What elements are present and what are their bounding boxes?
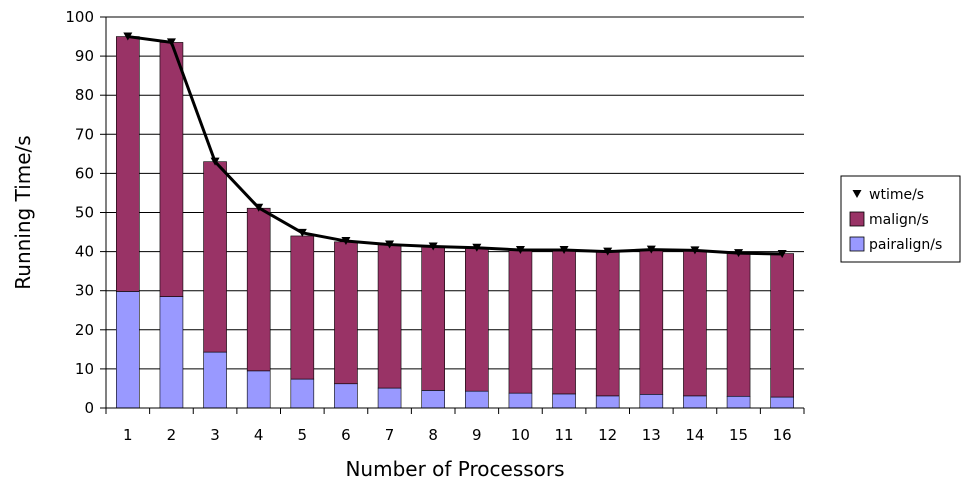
y-axis-title: Running Time/s [11, 135, 35, 289]
wtime-point [603, 247, 613, 256]
y-tick-label: 20 [75, 321, 94, 339]
bar-maligns [116, 36, 140, 292]
bar-pairaligns [683, 395, 707, 409]
wtime-point [210, 157, 220, 166]
bar-pairaligns [465, 390, 489, 409]
bar-pairaligns [203, 351, 227, 409]
x-tick-label: 2 [167, 426, 177, 444]
bar-pairaligns [290, 378, 315, 409]
bar-maligns [203, 161, 227, 353]
bar-maligns [159, 42, 184, 297]
bar-pairaligns [377, 387, 402, 409]
x-tick-label: 11 [555, 426, 574, 444]
x-tick-label: 13 [642, 426, 661, 444]
legend: wtime/s malign/s pairalign/s [840, 175, 961, 263]
y-tick-label: 40 [75, 243, 94, 261]
y-tick-label: 50 [75, 204, 94, 222]
x-tick-label: 7 [385, 426, 395, 444]
wtime-point [297, 228, 307, 237]
y-tick-labels: 0 10 20 30 40 50 60 70 80 90 100 [65, 8, 94, 417]
bar-pairaligns [639, 394, 664, 409]
wtime-point [341, 237, 351, 246]
y-tick-label: 70 [75, 125, 94, 143]
wtime-point [123, 32, 133, 41]
x-tick-label: 6 [341, 426, 351, 444]
wtime-point [690, 246, 700, 255]
bar-pairaligns [595, 395, 620, 409]
bar-pairaligns [726, 395, 751, 409]
x-tick-label: 16 [773, 426, 792, 444]
bar-maligns [683, 250, 707, 397]
x-tick-labels: 1 2 3 4 5 6 7 8 9 10 11 12 13 14 15 16 [123, 426, 792, 444]
legend-label: wtime/s [869, 187, 924, 203]
wtime-point [385, 240, 395, 249]
x-tick-label: 10 [511, 426, 530, 444]
bar-maligns [334, 241, 358, 385]
y-tick-label: 10 [75, 360, 94, 378]
y-tick-label: 0 [84, 399, 94, 417]
wtime-point [777, 249, 787, 258]
legend-swatch [849, 236, 865, 252]
y-tick-label: 80 [75, 86, 94, 104]
bar-maligns [377, 244, 402, 389]
bar-pairaligns [508, 392, 533, 409]
bar-pairaligns [246, 370, 271, 409]
wtime-point [428, 242, 438, 251]
y-tick-label: 100 [65, 8, 94, 26]
bar-maligns [639, 249, 664, 395]
wtime-point [559, 246, 569, 255]
wtime-point [515, 246, 525, 255]
bar-maligns [726, 252, 751, 397]
bar-maligns [595, 251, 620, 397]
y-tick-label: 60 [75, 164, 94, 182]
legend-marker-wtime [852, 190, 862, 198]
x-tick-label: 1 [123, 426, 133, 444]
bar-pairaligns [116, 291, 140, 409]
bar-pairaligns [421, 390, 445, 409]
bar-maligns [508, 249, 533, 394]
x-tick-label: 3 [210, 426, 220, 444]
wtime-point [166, 38, 176, 47]
axes [100, 16, 805, 414]
bar-maligns [770, 253, 794, 398]
bar-maligns [552, 249, 576, 395]
x-tick-label: 15 [729, 426, 748, 444]
bar-pairaligns [770, 396, 794, 409]
wtime-line-path [127, 35, 783, 256]
x-tick-label: 9 [472, 426, 482, 444]
bar-pairaligns [159, 296, 184, 409]
legend-label: malign/s [869, 212, 929, 228]
bar-pairaligns [334, 383, 358, 409]
bars [116, 36, 794, 409]
bar-pairaligns [552, 393, 576, 409]
legend-label: pairalign/s [869, 237, 942, 253]
wtime-point [254, 203, 264, 212]
x-tick-label: 14 [685, 426, 704, 444]
bar-maligns [246, 207, 271, 372]
y-tick-label: 90 [75, 47, 94, 65]
x-tick-label: 12 [598, 426, 617, 444]
wtime-point [646, 245, 656, 254]
wtime-line [123, 32, 787, 258]
x-tick-label: 4 [254, 426, 264, 444]
x-tick-label: 8 [428, 426, 438, 444]
x-tick-label: 5 [298, 426, 308, 444]
bar-maligns [421, 246, 445, 391]
x-axis-title: Number of Processors [345, 457, 564, 481]
wtime-point [472, 243, 482, 252]
wtime-point [734, 249, 744, 258]
bar-maligns [465, 247, 489, 392]
y-tick-label: 30 [75, 282, 94, 300]
bar-maligns [290, 235, 315, 380]
legend-swatch [849, 211, 865, 227]
